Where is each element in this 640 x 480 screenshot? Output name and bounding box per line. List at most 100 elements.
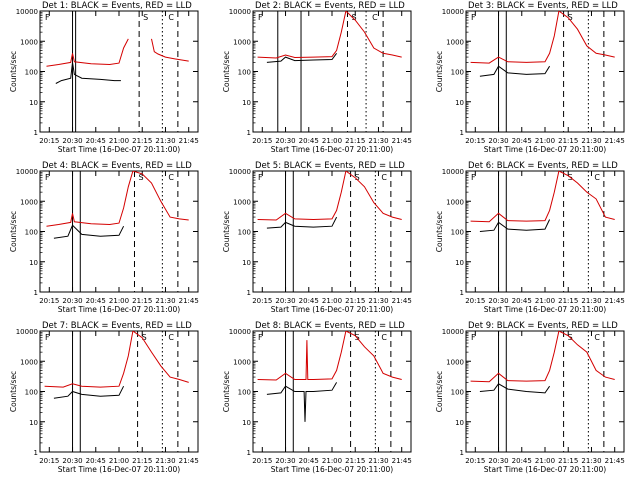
x-axis-label: Start Time (16-Dec-07 20:11:00) <box>58 305 180 314</box>
x-tick-label: 20:30 <box>275 457 295 465</box>
y-tick-label: 1000 <box>20 198 38 206</box>
flag-F: F <box>45 333 50 342</box>
lld-series-2 <box>345 171 402 220</box>
x-tick-label: 20:15 <box>39 457 59 465</box>
flag-C: C <box>381 173 387 182</box>
x-tick-label: 21:15 <box>558 297 578 305</box>
x-tick-label: 21:30 <box>155 457 175 465</box>
x-tick-label: 21:00 <box>535 137 555 145</box>
flag-F: F <box>471 333 476 342</box>
lld-series-0 <box>46 171 134 227</box>
flag-C: C <box>381 333 387 342</box>
x-tick-label: 21:00 <box>109 137 129 145</box>
y-tick-label: 1000 <box>20 38 38 46</box>
flag-C: C <box>168 173 174 182</box>
y-axis-label: Counts/sec <box>222 371 231 412</box>
y-axis-label: Counts/sec <box>222 211 231 252</box>
x-axis-label: Start Time (16-Dec-07 20:11:00) <box>484 305 606 314</box>
flag-F: F <box>258 333 263 342</box>
y-tick-label: 100 <box>451 229 464 237</box>
y-axis-label: Counts/sec <box>9 371 18 412</box>
y-tick-label: 10 <box>29 259 38 267</box>
y-tick-label: 1 <box>460 289 464 297</box>
x-tick-label: 21:30 <box>581 457 601 465</box>
x-tick-label: 21:00 <box>535 457 555 465</box>
y-axis-label: Counts/sec <box>9 211 18 252</box>
flag-C: C <box>168 13 174 22</box>
x-tick-label: 21:30 <box>368 297 388 305</box>
x-tick-label: 21:00 <box>322 137 342 145</box>
x-tick-label: 20:15 <box>465 297 485 305</box>
y-tick-label: 10 <box>29 419 38 427</box>
x-tick-label: 20:30 <box>488 297 508 305</box>
plot-frame <box>252 330 412 453</box>
x-tick-label: 21:45 <box>392 457 412 465</box>
plot-frame <box>39 10 199 133</box>
panel-title: Det 6: BLACK = Events, RED = LLD <box>468 161 618 171</box>
panel-title: Det 1: BLACK = Events, RED = LLD <box>42 1 192 11</box>
x-tick-label: 21:45 <box>179 297 199 305</box>
panel-title: Det 7: BLACK = Events, RED = LLD <box>42 321 192 331</box>
x-tick-label: 21:45 <box>392 137 412 145</box>
panel-det-5: Det 5: BLACK = Events, RED = LLD 1 10 100 10… <box>222 161 412 314</box>
flag-C: C <box>372 13 378 22</box>
panel-det-1: Det 1: BLACK = Events, RED = LLD 1 10 100 10… <box>9 1 199 154</box>
y-axis-label: Counts/sec <box>9 51 18 92</box>
plot-frame <box>252 10 412 133</box>
y-tick-label: 1 <box>247 449 251 457</box>
x-tick-label: 21:30 <box>368 137 388 145</box>
lld-series-2 <box>132 331 189 383</box>
x-tick-label: 21:30 <box>581 137 601 145</box>
events-series-1 <box>266 216 338 229</box>
y-tick-label: 100 <box>25 69 38 77</box>
y-tick-label: 1 <box>247 289 251 297</box>
x-tick-label: 20:45 <box>512 297 532 305</box>
x-axis-label: Start Time (16-Dec-07 20:11:00) <box>58 145 180 154</box>
panel-title: Det 5: BLACK = Events, RED = LLD <box>255 161 405 171</box>
events-series-1 <box>55 62 121 84</box>
x-tick-label: 20:30 <box>62 137 82 145</box>
plot-frame <box>465 170 625 293</box>
y-tick-label: 100 <box>25 229 38 237</box>
y-axis-label: Counts/sec <box>435 371 444 412</box>
x-tick-label: 20:45 <box>86 457 106 465</box>
y-tick-label: 1000 <box>233 38 251 46</box>
panel-det-6: Det 6: BLACK = Events, RED = LLD 1 10 100 10… <box>435 161 625 314</box>
x-axis-label: Start Time (16-Dec-07 20:11:00) <box>484 145 606 154</box>
y-tick-label: 100 <box>451 389 464 397</box>
plot-frame <box>39 330 199 453</box>
lld-series-0 <box>46 38 129 67</box>
y-tick-label: 10000 <box>229 8 251 16</box>
x-tick-label: 21:00 <box>535 297 555 305</box>
lld-series-2 <box>558 11 615 58</box>
panel-title: Det 4: BLACK = Events, RED = LLD <box>42 161 192 171</box>
x-tick-label: 20:15 <box>252 297 272 305</box>
y-tick-label: 10000 <box>16 328 38 336</box>
y-tick-label: 100 <box>238 69 251 77</box>
x-tick-label: 20:30 <box>62 297 82 305</box>
x-tick-label: 21:15 <box>132 457 152 465</box>
x-tick-label: 20:15 <box>465 137 485 145</box>
panel-title: Det 2: BLACK = Events, RED = LLD <box>255 1 405 11</box>
y-tick-label: 10000 <box>229 328 251 336</box>
x-tick-label: 20:45 <box>512 457 532 465</box>
x-tick-label: 21:45 <box>605 457 625 465</box>
flag-F: F <box>258 13 263 22</box>
x-axis-label: Start Time (16-Dec-07 20:11:00) <box>271 145 393 154</box>
x-tick-label: 21:00 <box>322 457 342 465</box>
panel-title: Det 3: BLACK = Events, RED = LLD <box>468 1 618 11</box>
y-axis-label: Counts/sec <box>435 211 444 252</box>
y-tick-label: 1000 <box>20 358 38 366</box>
flag-F: F <box>471 13 476 22</box>
y-tick-label: 10000 <box>229 168 251 176</box>
x-tick-label: 21:15 <box>345 297 365 305</box>
plot-frame <box>39 170 199 293</box>
x-tick-label: 20:30 <box>275 297 295 305</box>
x-tick-label: 21:00 <box>322 297 342 305</box>
x-tick-label: 21:45 <box>605 297 625 305</box>
y-tick-label: 100 <box>238 389 251 397</box>
y-tick-label: 10 <box>455 419 464 427</box>
lld-series-2 <box>132 171 189 221</box>
lld-series-2 <box>345 331 402 380</box>
